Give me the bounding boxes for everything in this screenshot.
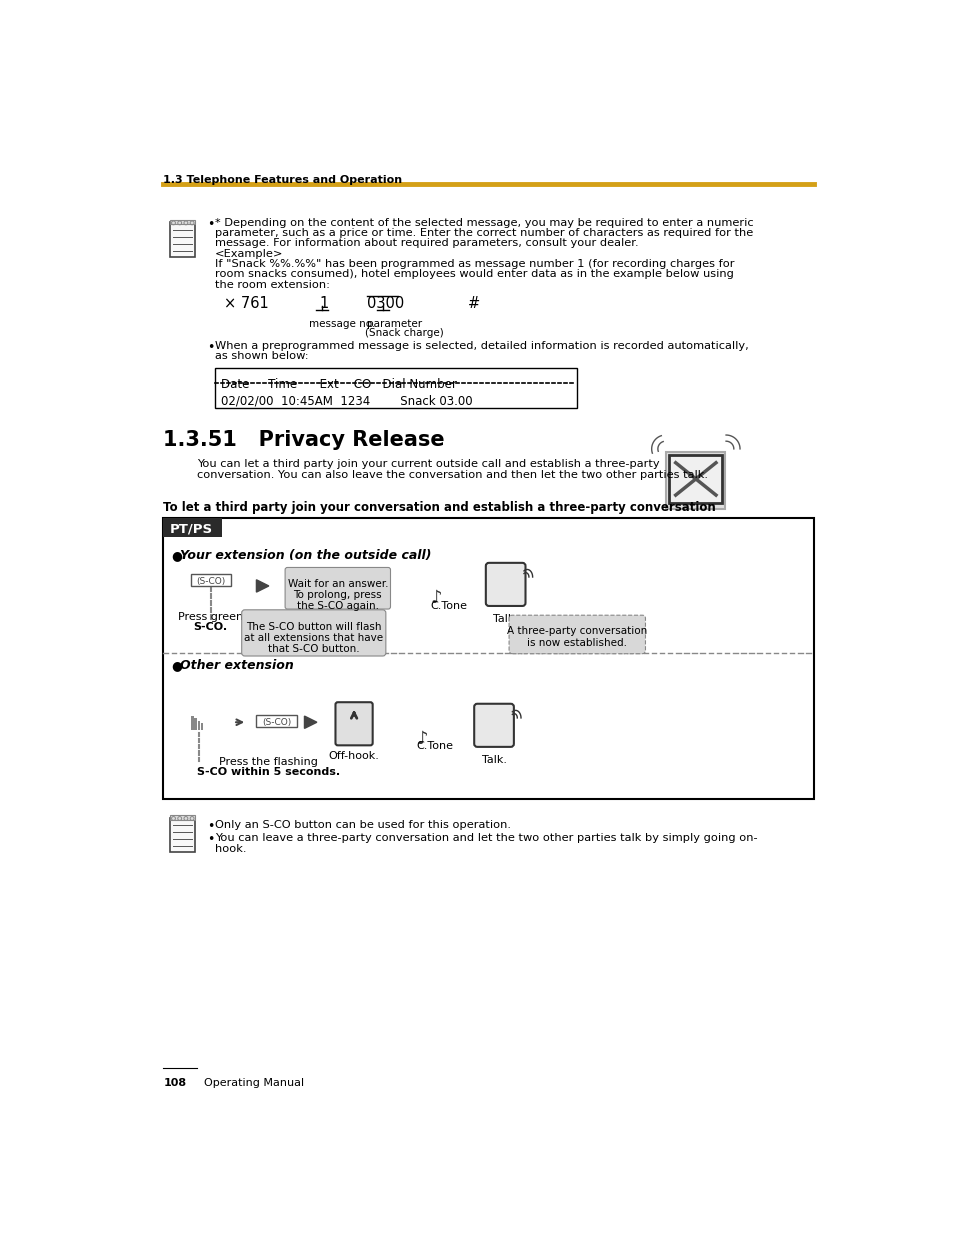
Text: 0300: 0300 <box>367 296 404 311</box>
Text: Your extension (on the outside call): Your extension (on the outside call) <box>180 550 432 562</box>
Text: × 761: × 761 <box>224 296 269 311</box>
Text: You can leave a three-party conversation and let the two other parties talk by s: You can leave a three-party conversation… <box>214 834 757 844</box>
Text: is now established.: is now established. <box>527 638 627 648</box>
Bar <box>191 573 231 585</box>
Text: at all extensions that have: at all extensions that have <box>244 632 383 643</box>
Bar <box>163 519 814 799</box>
Text: Press the flashing: Press the flashing <box>219 757 318 767</box>
Bar <box>171 220 195 225</box>
FancyBboxPatch shape <box>285 567 390 609</box>
Text: Only an S-CO button can be used for this operation.: Only an S-CO button can be used for this… <box>214 820 510 830</box>
Text: ♪: ♪ <box>430 589 441 608</box>
Text: 108: 108 <box>163 1078 187 1088</box>
Text: (Snack charge): (Snack charge) <box>365 329 443 338</box>
Text: ♪: ♪ <box>416 730 428 748</box>
Text: Talk.: Talk. <box>493 614 517 624</box>
FancyBboxPatch shape <box>666 452 724 509</box>
Text: •: • <box>208 341 214 354</box>
Bar <box>163 519 221 537</box>
Text: * Depending on the content of the selected message, you may be required to enter: * Depending on the content of the select… <box>214 217 753 227</box>
FancyBboxPatch shape <box>474 704 514 747</box>
Text: hook.: hook. <box>214 844 246 853</box>
Text: parameter, such as a price or time. Enter the correct number of characters as re: parameter, such as a price or time. Ente… <box>214 228 752 238</box>
Text: as shown below:: as shown below: <box>214 352 308 362</box>
Bar <box>192 716 193 730</box>
Bar <box>256 715 296 727</box>
Text: (S-CO): (S-CO) <box>262 719 291 727</box>
Text: 1.3.51   Privacy Release: 1.3.51 Privacy Release <box>163 430 445 450</box>
Text: C.Tone: C.Tone <box>416 741 453 751</box>
Text: PT/PS: PT/PS <box>170 522 213 536</box>
Polygon shape <box>304 716 316 729</box>
Text: the room extension:: the room extension: <box>214 280 329 290</box>
Text: To let a third party join your conversation and establish a three-party conversa: To let a third party join your conversat… <box>163 501 716 514</box>
FancyBboxPatch shape <box>335 703 373 746</box>
Text: Press green: Press green <box>178 613 243 622</box>
Text: 02/02/00  10:45AM  1234        Snack 03.00: 02/02/00 10:45AM 1234 Snack 03.00 <box>220 395 472 408</box>
Bar <box>214 368 576 408</box>
Bar <box>171 222 195 257</box>
Bar <box>669 454 721 503</box>
Text: Wait for an answer.: Wait for an answer. <box>287 579 388 589</box>
Text: message. For information about required parameters, consult your dealer.: message. For information about required … <box>214 238 638 248</box>
Text: conversation. You can also leave the conversation and then let the two other par: conversation. You can also leave the con… <box>196 469 707 479</box>
Text: Other extension: Other extension <box>180 659 294 672</box>
Text: •: • <box>208 820 214 834</box>
Text: #: # <box>468 296 479 311</box>
Text: C.Tone: C.Tone <box>430 600 467 610</box>
Text: Operating Manual: Operating Manual <box>204 1078 304 1088</box>
Text: ●: ● <box>171 659 182 672</box>
Text: When a preprogrammed message is selected, detailed information is recorded autom: When a preprogrammed message is selected… <box>214 341 747 351</box>
Text: ●: ● <box>171 550 182 562</box>
Text: If "Snack %%.%%" has been programmed as message number 1 (for recording charges : If "Snack %%.%%" has been programmed as … <box>214 259 733 269</box>
Text: S-CO within 5 seconds.: S-CO within 5 seconds. <box>197 767 340 777</box>
Text: 1.3 Telephone Features and Operation: 1.3 Telephone Features and Operation <box>163 175 402 185</box>
Text: •: • <box>208 834 214 846</box>
FancyBboxPatch shape <box>509 615 645 653</box>
Text: S-CO.: S-CO. <box>193 622 228 632</box>
Text: <Example>: <Example> <box>214 248 283 258</box>
Text: Off-hook.: Off-hook. <box>328 751 379 762</box>
Text: (S-CO): (S-CO) <box>196 578 225 587</box>
Text: You can let a third party join your current outside call and establish a three-p: You can let a third party join your curr… <box>196 459 659 469</box>
Text: that S-CO button.: that S-CO button. <box>268 643 359 653</box>
Bar <box>197 721 199 730</box>
Text: The S-CO button will flash: The S-CO button will flash <box>246 622 381 632</box>
Text: Talk.: Talk. <box>481 755 506 764</box>
Text: •: • <box>208 217 214 231</box>
Text: 1: 1 <box>319 296 328 311</box>
FancyBboxPatch shape <box>485 563 525 606</box>
Bar <box>194 719 196 730</box>
Bar <box>200 722 203 730</box>
Bar <box>171 815 195 820</box>
Polygon shape <box>256 579 269 592</box>
Text: To prolong, press: To prolong, press <box>294 590 382 600</box>
FancyBboxPatch shape <box>241 610 385 656</box>
Text: room snacks consumed), hotel employees would enter data as in the example below : room snacks consumed), hotel employees w… <box>214 269 733 279</box>
Bar <box>171 818 195 852</box>
Text: message no.: message no. <box>309 319 375 329</box>
Text: A three-party conversation: A three-party conversation <box>507 626 647 636</box>
Text: parameter: parameter <box>367 319 422 329</box>
Text: the S-CO again.: the S-CO again. <box>296 600 378 610</box>
Text: Date     Time      Ext    CO   Dial Number: Date Time Ext CO Dial Number <box>220 378 456 391</box>
